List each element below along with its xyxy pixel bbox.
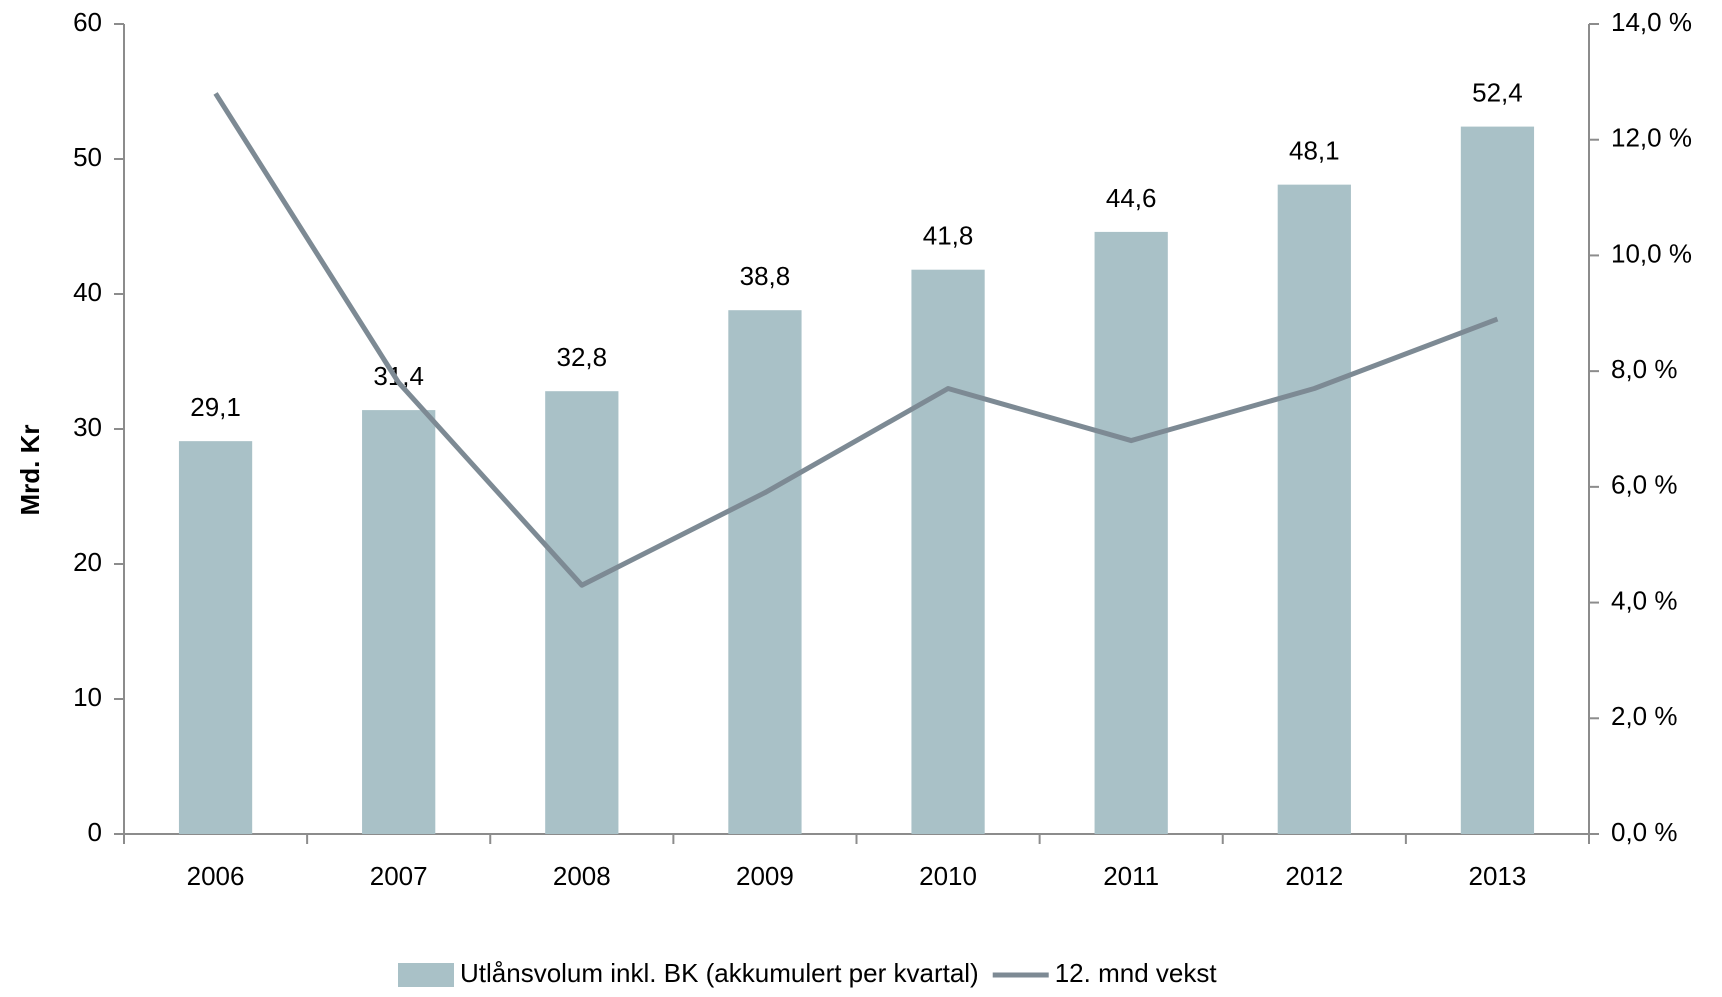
- bar-value-label: 48,1: [1289, 136, 1340, 166]
- y-axis-label: Mrd. Kr: [15, 425, 45, 516]
- bar-value-label: 38,8: [740, 261, 791, 291]
- y2-tick-label: 12,0 %: [1611, 123, 1692, 153]
- y2-tick-label: 2,0 %: [1611, 701, 1678, 731]
- x-tick-label: 2008: [553, 861, 611, 891]
- x-tick-label: 2012: [1285, 861, 1343, 891]
- bar: [545, 391, 619, 834]
- x-tick-label: 2009: [736, 861, 794, 891]
- y-tick-label: 20: [73, 547, 102, 577]
- bar: [911, 269, 985, 834]
- y-tick-label: 30: [73, 412, 102, 442]
- y-tick-label: 0: [88, 817, 102, 847]
- bar: [1094, 231, 1168, 834]
- line: [213, 92, 1499, 588]
- bar-value-label: 29,1: [190, 392, 241, 422]
- y2-tick-label: 14,0 %: [1611, 7, 1692, 37]
- bar-value-label: 41,8: [923, 221, 974, 251]
- x-tick-label: 2006: [187, 861, 245, 891]
- y2-tick-label: 10,0 %: [1611, 238, 1692, 268]
- bar-value-label: 31,4: [373, 361, 424, 391]
- y-tick-label: 50: [73, 142, 102, 172]
- x-tick-label: 2013: [1469, 861, 1527, 891]
- y-tick-label: 40: [73, 277, 102, 307]
- y2-tick-label: 8,0 %: [1611, 354, 1678, 384]
- y-tick-label: 10: [73, 682, 102, 712]
- legend-label: 12. mnd vekst: [1055, 958, 1218, 988]
- x-tick-label: 2011: [1103, 861, 1159, 891]
- y2-tick-label: 0,0 %: [1611, 817, 1678, 847]
- x-tick-label: 2010: [919, 861, 977, 891]
- legend-label: Utlånsvolum inkl. BK (akkumulert per kva…: [460, 958, 979, 988]
- bar: [728, 310, 802, 834]
- bar-value-label: 44,6: [1106, 183, 1157, 213]
- bar-value-label: 52,4: [1472, 77, 1523, 107]
- x-tick-label: 2007: [370, 861, 428, 891]
- bar: [362, 410, 436, 834]
- bar: [1460, 126, 1535, 835]
- bar: [178, 441, 253, 834]
- bar: [1277, 184, 1351, 834]
- legend-swatch: [398, 963, 454, 987]
- y2-tick-label: 6,0 %: [1611, 470, 1678, 500]
- bar-value-label: 32,8: [557, 342, 608, 372]
- y2-tick-label: 4,0 %: [1611, 585, 1678, 615]
- y-tick-label: 60: [73, 7, 102, 37]
